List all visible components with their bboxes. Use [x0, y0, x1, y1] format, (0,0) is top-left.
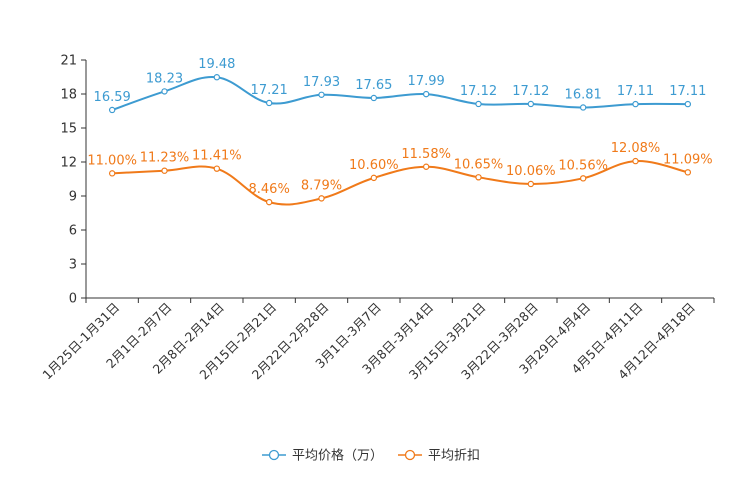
- y-tick-label: 3: [69, 258, 77, 273]
- data-point: [422, 163, 430, 170]
- data-label: 17.93: [303, 75, 340, 90]
- data-label: 10.56%: [558, 158, 608, 173]
- data-label: 17.99: [408, 74, 445, 89]
- legend: 平均价格（万） 平均折扣: [262, 448, 480, 464]
- legend-marker-2: [404, 449, 416, 461]
- x-tick-label: 1月25日-1月31日: [39, 300, 122, 383]
- data-label: 19.48: [198, 57, 235, 72]
- data-point: [370, 94, 378, 102]
- legend-label-2: 平均折扣: [428, 449, 480, 464]
- y-tick-label: 9: [69, 190, 77, 205]
- data-label: 17.11: [669, 84, 706, 99]
- data-labels-layer: 16.59 18.23 19.48 17.21 17.93 17.65 17.99 17.12…: [87, 57, 712, 197]
- y-tick-label: 6: [69, 224, 77, 239]
- data-point: [684, 100, 692, 108]
- data-label: 8.79%: [301, 178, 342, 193]
- data-label: 10.65%: [454, 157, 504, 172]
- data-label: 11.00%: [87, 153, 137, 168]
- data-point: [318, 91, 325, 98]
- y-tick-label: 18: [60, 88, 77, 103]
- data-label: 17.12: [460, 84, 497, 99]
- data-label: 17.11: [617, 84, 654, 99]
- data-label: 10.06%: [506, 164, 556, 179]
- data-label: 16.81: [565, 87, 602, 102]
- data-label: 17.12: [512, 84, 549, 99]
- data-label: 10.60%: [349, 158, 399, 173]
- data-point: [527, 180, 535, 188]
- data-label: 17.21: [251, 83, 288, 98]
- data-point: [108, 106, 116, 114]
- data-point: [161, 88, 168, 95]
- data-label: 11.58%: [401, 147, 451, 162]
- data-point: [108, 170, 116, 177]
- legend-marker-1: [268, 449, 280, 461]
- data-point: [475, 100, 482, 108]
- data-point: [213, 165, 221, 172]
- data-point: [632, 100, 639, 108]
- data-point: [684, 169, 692, 176]
- data-label: 12.08%: [611, 141, 661, 156]
- data-point: [632, 157, 639, 165]
- y-axis-ticks: 0 3 6 9 12 15 18 21: [60, 54, 86, 307]
- data-label: 11.23%: [140, 151, 190, 166]
- data-label: 8.46%: [249, 182, 290, 197]
- data-point: [265, 99, 273, 107]
- data-label: 11.41%: [192, 149, 242, 164]
- series-line-1: [111, 75, 688, 111]
- legend-label-1: 平均价格（万）: [292, 448, 383, 464]
- data-point: [475, 174, 482, 181]
- series-line-2: [112, 160, 689, 206]
- data-point: [579, 175, 587, 182]
- series-layer: [108, 74, 692, 206]
- y-tick-label: 0: [69, 292, 77, 307]
- data-label: 17.65: [355, 78, 392, 93]
- data-point: [527, 100, 535, 108]
- data-point: [370, 174, 378, 182]
- y-tick-label: 21: [60, 54, 77, 69]
- data-label: 18.23: [146, 71, 183, 86]
- data-point: [161, 167, 168, 174]
- data-label: 11.09%: [663, 152, 713, 167]
- data-point: [579, 104, 587, 111]
- y-tick-label: 12: [60, 156, 77, 171]
- y-tick-label: 15: [60, 122, 77, 137]
- data-point: [318, 195, 325, 202]
- data-point: [213, 74, 221, 81]
- data-point: [422, 90, 430, 98]
- data-label: 16.59: [94, 90, 131, 105]
- x-axis-ticks: 1月25日-1月31日2月1日-2月7日2月8日-2月14日2月15日-2月21…: [39, 298, 715, 383]
- data-point: [265, 198, 273, 206]
